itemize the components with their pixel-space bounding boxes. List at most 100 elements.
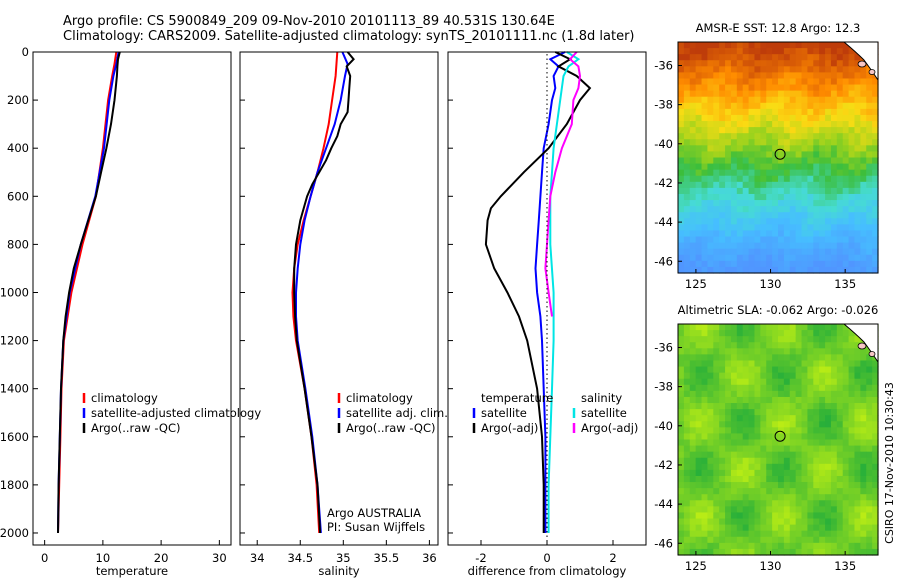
map-cell <box>730 415 738 422</box>
map-cell <box>678 60 685 67</box>
map-cell <box>789 372 797 380</box>
map-cell <box>701 84 709 92</box>
map-cell <box>848 548 856 556</box>
map-cell <box>772 360 779 368</box>
map-cell <box>713 108 720 116</box>
map-cell <box>725 236 732 244</box>
map-cell <box>801 421 809 428</box>
map-cell <box>719 530 726 538</box>
map-cell <box>689 463 697 471</box>
map-cell <box>830 163 838 171</box>
map-cell <box>701 206 709 213</box>
map-cell <box>819 524 826 532</box>
map-cell <box>689 433 697 441</box>
map-cell <box>707 266 714 274</box>
map-cell <box>813 494 820 501</box>
map-cell <box>801 409 809 416</box>
map-cell <box>754 266 761 274</box>
map-cell <box>736 390 744 398</box>
map-cell <box>872 494 879 501</box>
map-cell <box>778 451 785 459</box>
map-cell <box>695 500 703 507</box>
map-cell <box>719 482 726 489</box>
map-cell <box>754 193 761 201</box>
map-cell <box>866 200 873 207</box>
map-cell <box>801 433 809 441</box>
map-cell <box>736 451 744 459</box>
map-cell <box>872 512 879 520</box>
map-cell <box>848 175 856 183</box>
map-cell <box>754 200 761 207</box>
map-cell <box>795 366 803 374</box>
map-cell <box>842 475 850 483</box>
map-cell <box>783 181 791 189</box>
map-cell <box>783 378 791 386</box>
map-cell <box>742 60 750 67</box>
map-cell <box>795 354 803 362</box>
map-cell <box>760 366 767 374</box>
map-cell <box>754 187 761 195</box>
map-cell <box>813 206 820 213</box>
map-cell <box>807 163 814 171</box>
map-cell <box>748 78 756 86</box>
map-cell <box>836 390 844 398</box>
map-cell <box>713 390 720 398</box>
map-cell <box>772 90 779 98</box>
map-cell <box>866 524 873 532</box>
map-cell <box>748 482 756 489</box>
map-cell <box>689 114 697 122</box>
map-cell <box>701 396 709 404</box>
map-cell <box>725 145 732 153</box>
map-cell <box>766 54 773 61</box>
map-cell <box>813 469 820 477</box>
map-cell <box>836 121 844 128</box>
map-cell <box>783 218 791 225</box>
lon-tick-label: 125 <box>685 559 707 573</box>
map-cell <box>742 409 750 416</box>
map-cell <box>689 181 697 189</box>
map-cell <box>725 230 732 238</box>
map-cell <box>683 482 691 489</box>
map-cell <box>689 330 697 337</box>
map-cell <box>813 218 820 225</box>
map-cell <box>683 145 691 153</box>
map-cell <box>825 254 832 262</box>
map-cell <box>848 415 856 422</box>
map-cell <box>842 372 850 380</box>
map-cell <box>748 415 756 422</box>
map-cell <box>760 536 767 544</box>
map-cell <box>825 518 832 526</box>
map-cell <box>689 488 697 495</box>
map-cell <box>830 157 838 165</box>
map-cell <box>742 475 750 483</box>
map-cell <box>789 266 797 274</box>
lon-tick-label: 135 <box>834 277 856 291</box>
map-cell <box>742 114 750 122</box>
map-cell <box>783 415 791 422</box>
map-cell <box>719 42 726 49</box>
map-cell <box>766 193 773 201</box>
map-cell <box>748 536 756 544</box>
map-cell <box>866 518 873 526</box>
map-cell <box>695 90 703 98</box>
map-cell <box>766 451 773 459</box>
map-cell <box>807 224 814 232</box>
map-cell <box>766 415 773 422</box>
y-tick-label: 2000 <box>0 526 29 540</box>
map-cell <box>707 469 714 477</box>
map-cell <box>742 330 750 337</box>
map-cell <box>830 169 838 177</box>
map-cell <box>836 536 844 544</box>
map-cell <box>754 260 761 268</box>
map-cell <box>678 518 685 526</box>
map-cell <box>683 378 691 386</box>
map-cell <box>683 163 691 171</box>
map-cell <box>860 157 867 165</box>
map-cell <box>725 451 732 459</box>
map-cell <box>754 127 761 134</box>
map-cell <box>730 157 738 165</box>
map-cell <box>807 536 814 544</box>
map-cell <box>872 127 879 134</box>
map-cell <box>813 72 820 80</box>
map-cell <box>754 60 761 67</box>
